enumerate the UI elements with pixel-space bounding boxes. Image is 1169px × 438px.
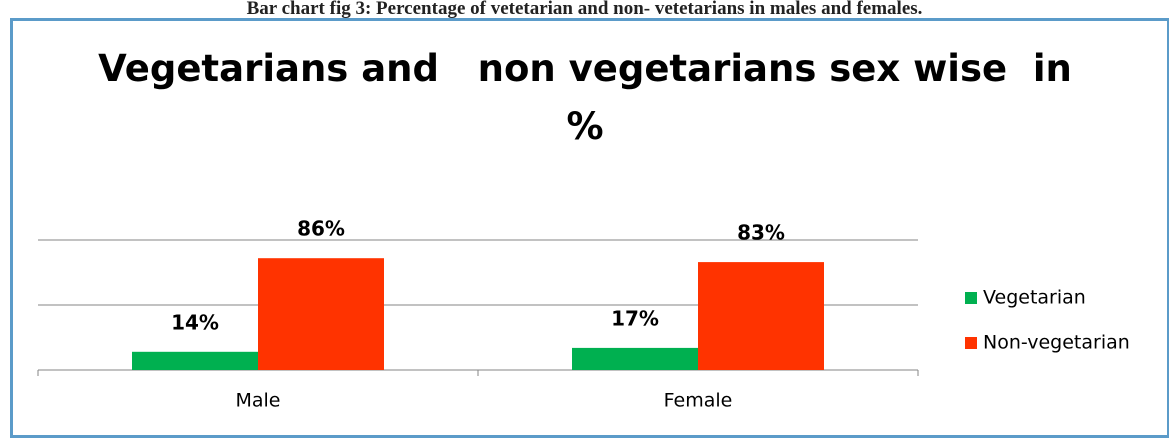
bar bbox=[572, 347, 698, 370]
chart-title: Vegetarians and non vegetarians sex wise… bbox=[98, 47, 1072, 148]
x-tick-label: Female bbox=[664, 390, 733, 412]
legend-swatch bbox=[965, 337, 977, 349]
data-label: 17% bbox=[611, 306, 659, 330]
legend-label: Non-vegetarian bbox=[983, 332, 1130, 354]
data-label: 14% bbox=[171, 310, 219, 334]
bar bbox=[258, 258, 384, 370]
legend-label: Vegetarian bbox=[983, 287, 1086, 309]
data-label: 83% bbox=[737, 221, 785, 245]
data-label: 86% bbox=[297, 217, 345, 241]
bar bbox=[132, 351, 258, 370]
bar bbox=[698, 262, 824, 370]
caption: Bar chart fig 3: Percentage of vetetaria… bbox=[246, 0, 923, 19]
x-tick-label: Male bbox=[235, 390, 280, 412]
legend-swatch bbox=[965, 292, 977, 304]
